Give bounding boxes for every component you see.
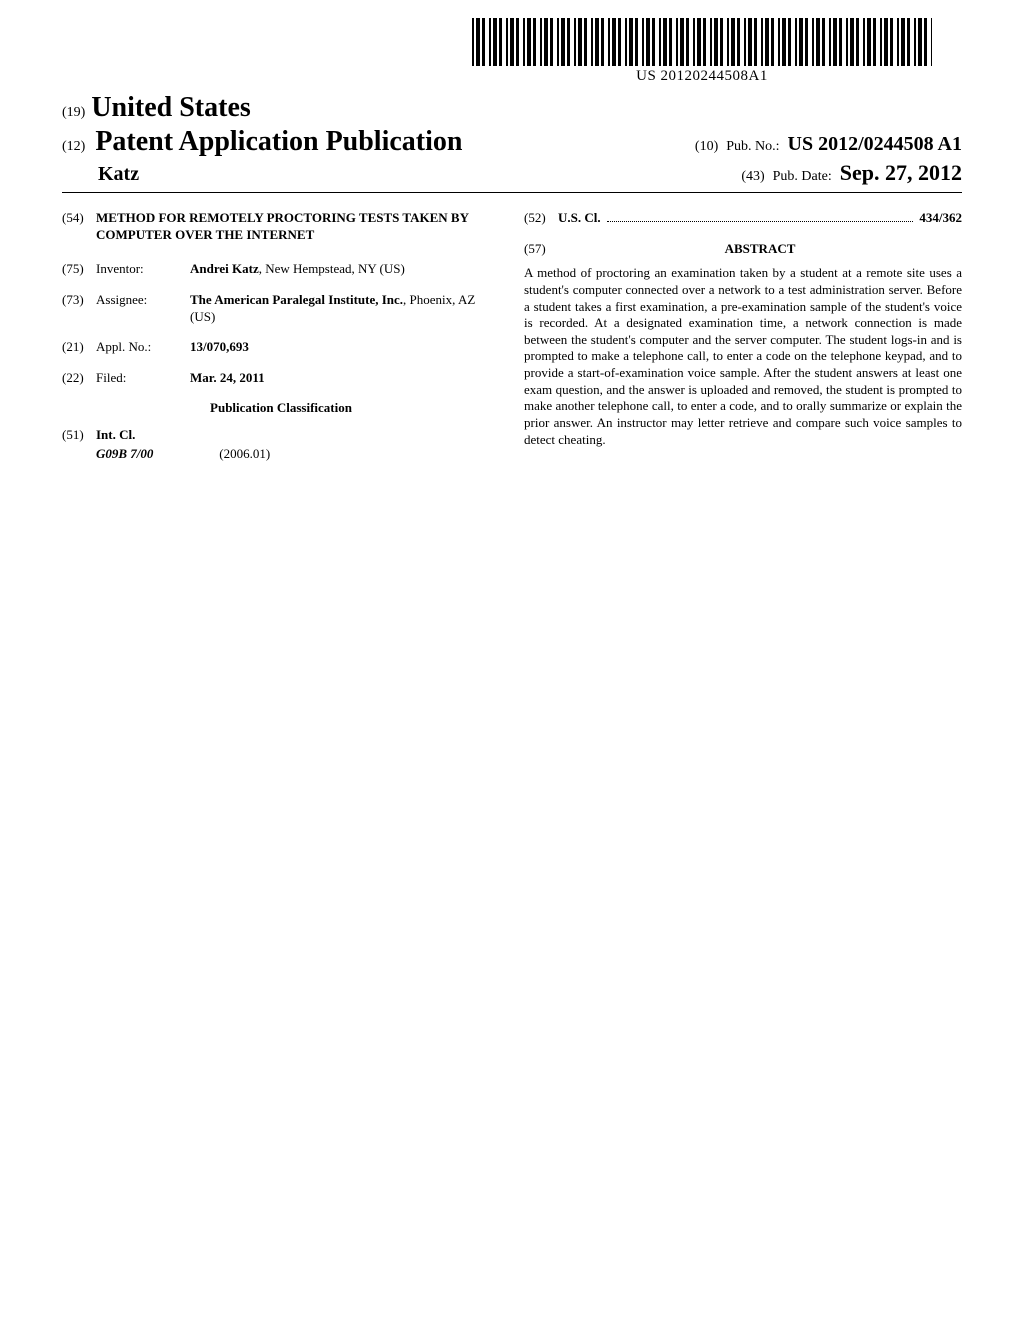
code-10: (10) <box>695 139 718 155</box>
right-column: (52) U.S. Cl. 434/362 (57) ABSTRACT A me… <box>524 210 962 462</box>
invention-title: METHOD FOR REMOTELY PROCTORING TESTS TAK… <box>96 210 500 243</box>
intcl-date: (2006.01) <box>219 446 270 461</box>
body-columns: (54) METHOD FOR REMOTELY PROCTORING TEST… <box>62 210 962 462</box>
intcl-row: (51) Int. Cl. <box>62 427 500 444</box>
applno-value: 13/070,693 <box>190 339 500 356</box>
code-22: (22) <box>62 370 96 387</box>
uscl-value: 434/362 <box>919 210 962 227</box>
code-12: (12) <box>62 139 85 154</box>
code-52: (52) <box>524 210 558 227</box>
code-54: (54) <box>62 210 96 243</box>
doctype-group: (12) Patent Application Publication <box>62 126 462 158</box>
publication-classification-heading: Publication Classification <box>62 400 500 417</box>
header-row-doctype: (12) Patent Application Publication (10)… <box>62 126 962 158</box>
code-75: (75) <box>62 261 96 278</box>
title-row: (54) METHOD FOR REMOTELY PROCTORING TEST… <box>62 210 500 243</box>
filed-label: Filed: <box>96 370 190 387</box>
dotted-leader <box>607 212 914 222</box>
code-43: (43) <box>741 169 764 185</box>
document-type: Patent Application Publication <box>95 126 462 157</box>
code-21: (21) <box>62 339 96 356</box>
author-name: Katz <box>98 163 139 186</box>
pubdate-value: Sep. 27, 2012 <box>840 160 962 186</box>
pubno-value: US 2012/0244508 A1 <box>788 133 962 156</box>
abstract-text: A method of proctoring an examination ta… <box>524 265 962 448</box>
assignee-name: The American Paralegal Institute, Inc. <box>190 292 403 307</box>
header-row-country: (19) United States <box>62 92 962 124</box>
inventor-name: Andrei Katz <box>190 261 259 276</box>
uscl-label: U.S. Cl. <box>558 210 601 227</box>
barcode-number: US 20120244508A1 <box>472 68 932 85</box>
intcl-code: G09B 7/00 <box>96 446 216 463</box>
pubdate-label: Pub. Date: <box>773 169 832 185</box>
code-19: (19) <box>62 105 85 121</box>
pubno-group: (10) Pub. No.: US 2012/0244508 A1 <box>695 133 962 156</box>
inventor-row: (75) Inventor: Andrei Katz, New Hempstea… <box>62 261 500 278</box>
intcl-label: Int. Cl. <box>96 427 135 444</box>
filed-row: (22) Filed: Mar. 24, 2011 <box>62 370 500 387</box>
code-73: (73) <box>62 292 96 325</box>
assignee-row: (73) Assignee: The American Paralegal In… <box>62 292 500 325</box>
assignee-label: Assignee: <box>96 292 190 325</box>
country-name: United States <box>91 92 250 124</box>
horizontal-rule <box>62 192 962 193</box>
barcode-region: US 20120244508A1 <box>472 18 932 85</box>
inventor-location: , New Hempstead, NY (US) <box>259 261 405 276</box>
uscl-row: (52) U.S. Cl. 434/362 <box>524 210 962 227</box>
abstract-header: (57) ABSTRACT <box>524 241 962 258</box>
inventor-label: Inventor: <box>96 261 190 278</box>
barcode-graphic <box>472 18 932 66</box>
left-column: (54) METHOD FOR REMOTELY PROCTORING TEST… <box>62 210 500 462</box>
intcl-value-row: G09B 7/00 (2006.01) <box>96 446 500 463</box>
applno-label: Appl. No.: <box>96 339 190 356</box>
inventor-value: Andrei Katz, New Hempstead, NY (US) <box>190 261 500 278</box>
abstract-label: ABSTRACT <box>558 241 962 258</box>
header-row-author: Katz (43) Pub. Date: Sep. 27, 2012 <box>62 160 962 186</box>
pubdate-group: (43) Pub. Date: Sep. 27, 2012 <box>741 160 962 186</box>
pubno-label: Pub. No.: <box>726 139 779 155</box>
header: (19) United States (12) Patent Applicati… <box>62 92 962 186</box>
code-57: (57) <box>524 241 558 258</box>
applno-row: (21) Appl. No.: 13/070,693 <box>62 339 500 356</box>
assignee-value: The American Paralegal Institute, Inc., … <box>190 292 500 325</box>
filed-value: Mar. 24, 2011 <box>190 370 500 387</box>
code-51: (51) <box>62 427 96 444</box>
